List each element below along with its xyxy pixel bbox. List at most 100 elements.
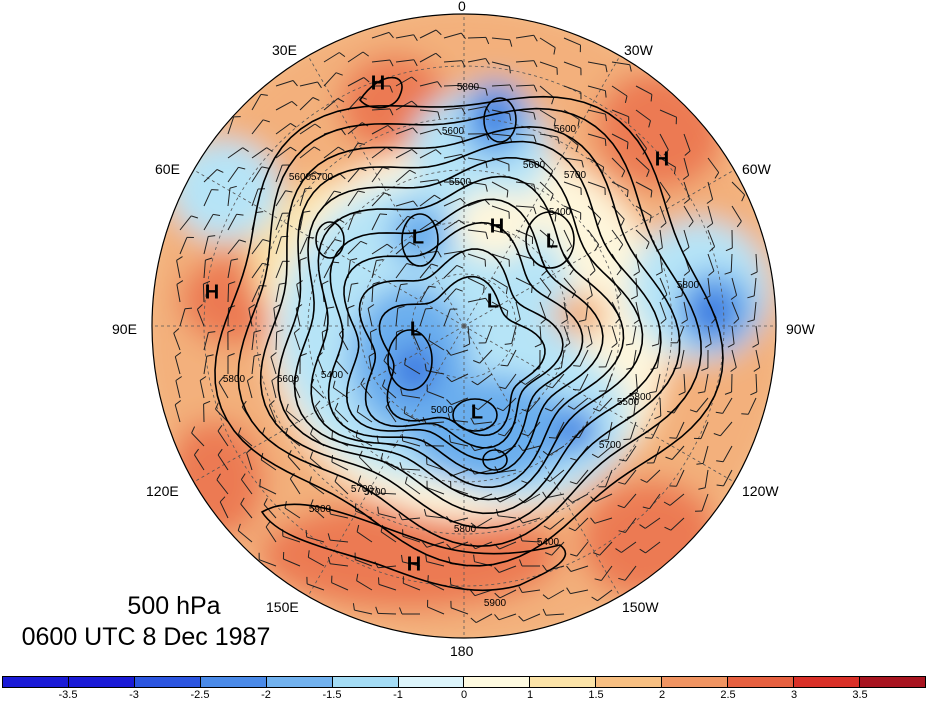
wind-barb: [491, 205, 510, 219]
wind-barb: [419, 128, 442, 135]
wind-barb: [395, 148, 418, 159]
wind-barb: [275, 100, 298, 111]
wind-barb: [491, 84, 514, 92]
wind-barb: [635, 205, 652, 223]
wind-barb: [566, 587, 589, 595]
wind-barb: [587, 205, 602, 226]
wind-barb: [707, 157, 720, 179]
closed-contour: [387, 329, 433, 391]
wind-barbs: [173, 29, 761, 624]
wind-barb: [494, 613, 517, 621]
wind-barb: [323, 72, 343, 87]
wind-barb: [310, 499, 325, 519]
wind-barb: [542, 608, 565, 616]
wind-barb: [323, 52, 346, 63]
closed-contour: [482, 449, 508, 471]
anomaly-blob: [393, 345, 437, 395]
wind-barb: [572, 373, 589, 391]
wind-barb: [635, 229, 650, 250]
wind-barb: [217, 448, 229, 471]
wind-barb: [500, 349, 517, 367]
wind-barb: [347, 51, 369, 63]
lon-label-0: 0: [458, 0, 466, 14]
wind-barb: [251, 353, 262, 375]
wind-barb: [424, 363, 445, 375]
height-contour: [259, 125, 681, 529]
height-contour: [237, 107, 702, 548]
wind-barb: [635, 109, 651, 128]
wind-barb: [227, 258, 239, 279]
wind-barb: [682, 157, 690, 180]
wind-barb: [227, 328, 235, 351]
wind-barb: [356, 573, 373, 591]
wind-barb: [217, 425, 229, 447]
wind-barb: [375, 606, 397, 615]
wind-barb: [630, 277, 638, 300]
wind-barb: [611, 61, 632, 72]
wind-barb: [659, 133, 669, 156]
wind-barb: [617, 493, 637, 509]
wind-barb: [642, 493, 661, 510]
anomaly-blob: [555, 416, 595, 444]
wind-barb: [419, 263, 439, 279]
wind-barb: [593, 397, 613, 412]
wind-barb: [371, 213, 388, 231]
wind-barb: [293, 328, 301, 351]
wind-barb: [419, 149, 442, 159]
wind-barb: [470, 417, 493, 425]
colorbar-tick-label: -2: [261, 689, 271, 701]
wind-barb: [327, 556, 349, 567]
wind-barb: [618, 469, 637, 485]
wind-barb: [275, 122, 297, 135]
wind-barb: [426, 480, 445, 495]
wind-barb: [683, 229, 690, 252]
high-pressure-marker: H: [490, 215, 504, 237]
wind-barb: [371, 31, 394, 39]
colorbar-swatch: [266, 676, 333, 688]
wind-barb: [570, 541, 589, 557]
wind-barb: [649, 373, 661, 394]
colorbar-labels: -3.5 -3 -2.5 -2 -1.5 -1 0 1 1.5 2 2.5 3 3.5: [2, 689, 926, 702]
wind-barb: [750, 373, 758, 396]
height-contours: [214, 76, 724, 592]
title-level: 500 hPa: [127, 592, 221, 620]
wind-barb: [716, 445, 733, 463]
wind-barb: [248, 304, 256, 327]
wind-barb: [347, 77, 370, 87]
wind-barb: [179, 307, 193, 327]
colorbar-tick-label: -2.5: [190, 689, 210, 701]
pressure-centers: H H H H H L L L L L: [205, 72, 669, 575]
wind-barb: [270, 352, 277, 375]
wind-barb: [471, 397, 493, 411]
height-contour: [378, 275, 546, 437]
wind-barb: [227, 213, 244, 231]
wind-barb: [542, 491, 565, 499]
wind-barb: [563, 205, 582, 220]
wind-barb: [659, 205, 667, 228]
wind-barb: [251, 93, 268, 111]
wind-barb: [448, 435, 469, 447]
wind-barb: [591, 589, 613, 602]
wind-barb: [347, 190, 365, 207]
wind-barb: [314, 400, 325, 423]
wind-barb: [419, 29, 442, 39]
wind-barb: [443, 153, 466, 161]
wind-barb: [356, 524, 373, 543]
wind-barb: [664, 517, 685, 531]
wind-barb: [587, 229, 600, 251]
wind-barb: [623, 421, 637, 440]
wind-barb: [519, 534, 541, 543]
wind-barb: [299, 210, 311, 231]
wind-barb: [202, 280, 211, 303]
colorbar-tick-label: 3: [790, 689, 798, 701]
wind-barb: [419, 109, 441, 119]
wind-barb: [515, 229, 534, 245]
wind-barb: [467, 181, 488, 192]
wind-barb: [640, 469, 661, 483]
wind-barb: [645, 421, 661, 439]
wind-barb: [563, 229, 573, 252]
wind-barb: [611, 157, 626, 178]
wind-barb: [724, 373, 733, 395]
wind-barb: [669, 469, 685, 487]
